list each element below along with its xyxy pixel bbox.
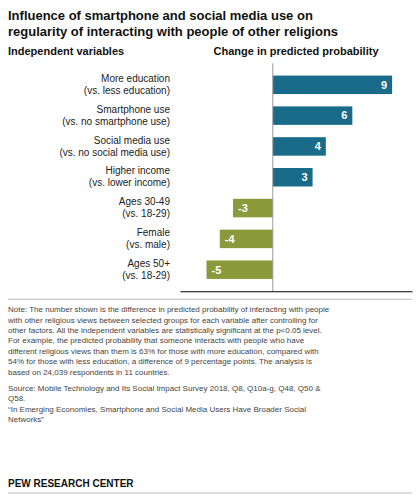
- y-tick: Smartphone use(vs. no smartphone use): [62, 104, 170, 127]
- text-line: Networks”: [8, 415, 44, 424]
- bar: [207, 260, 273, 278]
- y-tick: Higher income(vs. lower income): [89, 165, 171, 188]
- y-axis: More education(vs. less education) Smartp…: [59, 73, 170, 281]
- y-tick-label: Higher income(vs. lower income): [89, 165, 171, 188]
- title: Influence of smartphone and social media…: [8, 8, 338, 39]
- text-line: Q58.: [8, 394, 25, 403]
- text-line: regularity of interacting with people of…: [8, 24, 338, 39]
- text-line: Ages 50+: [127, 258, 170, 269]
- zero-line: [272, 63, 273, 291]
- chart: Influence of smartphone and social media…: [0, 0, 420, 501]
- data-label: -3: [238, 202, 248, 214]
- text-line: (vs. 18-29): [122, 270, 170, 281]
- text-line: (vs. no social media use): [59, 147, 170, 158]
- text-line: (vs. no smartphone use): [62, 116, 170, 127]
- data-label: 6: [341, 109, 347, 121]
- y-tick-label: Ages 30-49(vs. 18-29): [119, 196, 171, 219]
- annotation: PEW RESEARCH CENTER: [8, 478, 134, 489]
- bar: [273, 137, 326, 155]
- bar: [273, 106, 353, 124]
- y-axis-title: Independent variables: [8, 45, 124, 57]
- x-axis: [181, 291, 413, 292]
- bar: [273, 76, 392, 94]
- y-tick: Ages 30-49(vs. 18-29): [119, 196, 171, 219]
- x-axis-title: Change in predicted probability: [213, 45, 379, 57]
- text-line: For example, the predicted probability t…: [8, 336, 305, 345]
- data-label: -4: [225, 233, 236, 245]
- separator: [8, 299, 412, 300]
- y-tick-label: Female(vs. male): [126, 227, 170, 250]
- data-label: -5: [212, 264, 222, 276]
- text-line: based on 24,039 respondents in 11 countr…: [8, 368, 170, 377]
- bar: [220, 230, 273, 248]
- text-line: Social media use: [94, 135, 171, 146]
- text-line: (vs. less education): [84, 85, 170, 96]
- y-tick: Female(vs. male): [126, 227, 170, 250]
- y-tick-label: Ages 50+(vs. 18-29): [122, 258, 170, 281]
- y-tick: Social media use(vs. no social media use…: [59, 135, 170, 158]
- y-tick-label: Smartphone use(vs. no smartphone use): [62, 104, 170, 127]
- text-line: Influence of smartphone and social media…: [8, 8, 313, 23]
- text-line: 54% for those with less education, a dif…: [8, 357, 312, 366]
- text-line: Source: Mobile Technology and Its Social…: [8, 384, 321, 393]
- annotation: Source: Mobile Technology and Its Social…: [8, 384, 321, 424]
- bar: [233, 199, 273, 217]
- y-tick: More education(vs. less education): [84, 73, 170, 96]
- text-line: (vs. 18-29): [122, 208, 170, 219]
- text-line: (vs. lower income): [89, 177, 170, 188]
- text-line: Note: The number shown is the difference…: [8, 305, 330, 314]
- text-line: different religious views than them is 6…: [8, 347, 319, 356]
- data-labels: 9 6 4 3 -3 -4 -5: [212, 79, 388, 276]
- separator: [8, 493, 412, 494]
- data-label: 3: [301, 171, 307, 183]
- text-line: Smartphone use: [97, 104, 171, 115]
- y-tick: Ages 50+(vs. 18-29): [122, 258, 170, 281]
- y-tick-label: Social media use(vs. no social media use…: [59, 135, 170, 158]
- plot: More education(vs. less education) Smartp…: [59, 63, 412, 292]
- bar: [273, 168, 313, 186]
- annotation: Note: The number shown is the difference…: [7, 305, 330, 376]
- text-line: More education: [101, 73, 170, 84]
- data-label: 9: [381, 79, 387, 91]
- text-line: with other religious views between selec…: [7, 316, 318, 325]
- text-line: Female: [137, 227, 171, 238]
- bars: [207, 76, 393, 279]
- text-line: (vs. male): [126, 239, 170, 250]
- text-line: Ages 30-49: [119, 196, 171, 207]
- x-axis-line: [181, 291, 413, 292]
- text-line: “In Emerging Economies, Smartphone and S…: [8, 405, 306, 414]
- text-line: Higher income: [106, 165, 171, 176]
- text-line: other factors. All the independent varia…: [8, 326, 322, 335]
- data-label: 4: [315, 140, 322, 152]
- y-tick-label: More education(vs. less education): [84, 73, 170, 96]
- text-line: PEW RESEARCH CENTER: [8, 478, 134, 489]
